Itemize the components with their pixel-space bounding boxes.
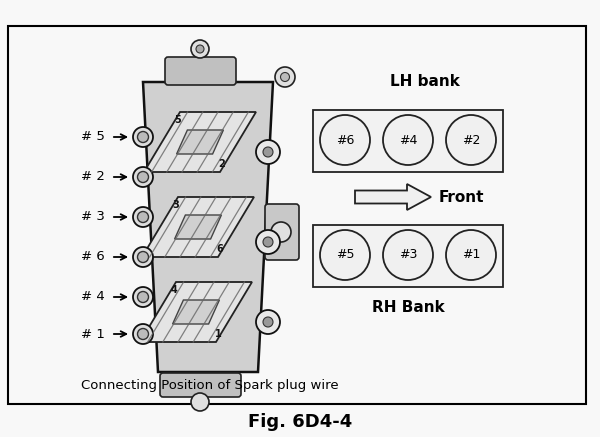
Text: #2: #2 — [462, 133, 480, 146]
Circle shape — [446, 230, 496, 280]
Polygon shape — [175, 215, 221, 239]
Circle shape — [133, 127, 153, 147]
FancyBboxPatch shape — [160, 373, 241, 397]
Circle shape — [137, 291, 149, 302]
Circle shape — [137, 171, 149, 183]
Text: LH bank: LH bank — [390, 74, 460, 90]
Circle shape — [320, 115, 370, 165]
Circle shape — [256, 230, 280, 254]
Circle shape — [446, 115, 496, 165]
Circle shape — [137, 329, 149, 340]
Circle shape — [191, 393, 209, 411]
FancyBboxPatch shape — [165, 57, 236, 85]
Bar — [313, 225, 503, 287]
Text: #1: #1 — [462, 249, 480, 261]
Text: # 1: # 1 — [81, 327, 105, 340]
Polygon shape — [142, 197, 254, 257]
Text: Front: Front — [439, 190, 485, 205]
Circle shape — [271, 222, 291, 242]
Text: # 2: # 2 — [81, 170, 105, 184]
Circle shape — [133, 287, 153, 307]
Polygon shape — [355, 184, 431, 210]
Text: #6: #6 — [336, 133, 354, 146]
Circle shape — [275, 67, 295, 87]
Circle shape — [383, 115, 433, 165]
Circle shape — [281, 73, 290, 81]
Circle shape — [133, 247, 153, 267]
Circle shape — [133, 167, 153, 187]
Circle shape — [263, 147, 273, 157]
Text: 3: 3 — [173, 200, 179, 210]
Circle shape — [320, 230, 370, 280]
Circle shape — [137, 252, 149, 263]
Text: RH Bank: RH Bank — [371, 299, 445, 315]
Polygon shape — [173, 300, 220, 324]
Polygon shape — [176, 130, 223, 154]
Text: #5: #5 — [336, 249, 354, 261]
Circle shape — [196, 45, 204, 53]
Circle shape — [191, 40, 209, 58]
Text: #4: #4 — [399, 133, 417, 146]
Text: # 5: # 5 — [81, 131, 105, 143]
Text: 6: 6 — [217, 244, 223, 254]
Circle shape — [137, 212, 149, 222]
Text: # 4: # 4 — [81, 291, 105, 304]
Text: 2: 2 — [218, 159, 226, 169]
Text: #3: #3 — [399, 249, 417, 261]
Bar — [8, 26, 586, 404]
Text: 5: 5 — [175, 115, 181, 125]
Circle shape — [137, 132, 149, 142]
Text: Fig. 6D4-4: Fig. 6D4-4 — [248, 413, 352, 431]
FancyBboxPatch shape — [265, 204, 299, 260]
Circle shape — [133, 207, 153, 227]
Text: # 3: # 3 — [81, 211, 105, 223]
Polygon shape — [140, 282, 252, 342]
Circle shape — [133, 324, 153, 344]
Polygon shape — [144, 112, 256, 172]
Circle shape — [256, 140, 280, 164]
Text: Connecting Position of Spark plug wire: Connecting Position of Spark plug wire — [81, 378, 339, 392]
Circle shape — [383, 230, 433, 280]
Text: # 6: # 6 — [81, 250, 105, 264]
Circle shape — [263, 237, 273, 247]
Text: 1: 1 — [215, 329, 221, 339]
Circle shape — [256, 310, 280, 334]
Circle shape — [263, 317, 273, 327]
Text: 4: 4 — [170, 285, 178, 295]
Polygon shape — [143, 82, 273, 372]
Bar — [313, 110, 503, 172]
